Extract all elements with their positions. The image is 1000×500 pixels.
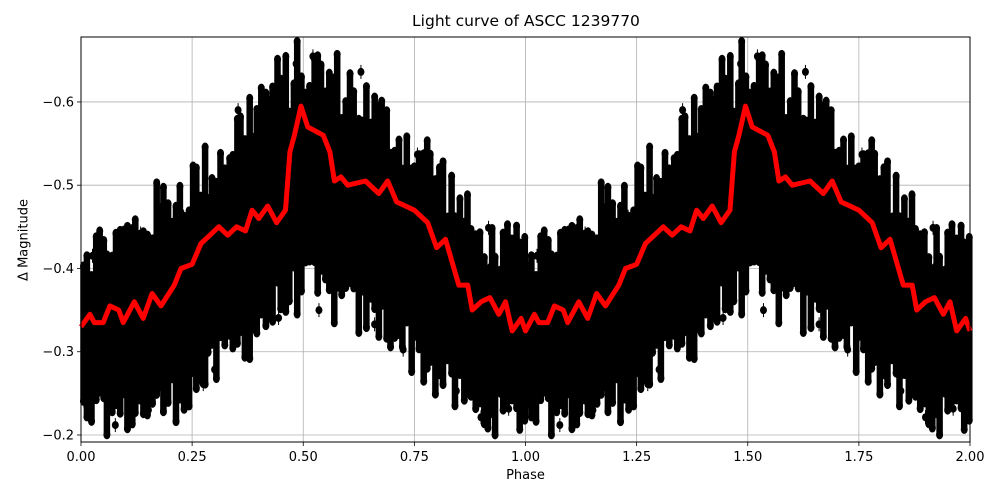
x-axis-label: Phase [506, 468, 545, 483]
y-axis-label: Δ Magnitude [16, 199, 32, 281]
x-tick-label: 1.75 [844, 450, 873, 465]
y-tick-label: −0.3 [42, 345, 74, 360]
chart-title: Light curve of ASCC 1239770 [412, 12, 640, 30]
binned-mean-line [78, 103, 973, 334]
y-axis-ticks: −0.6 −0.5 −0.4 −0.3 −0.2 [42, 95, 81, 444]
observation-points [79, 37, 973, 440]
x-tick-label: 0.00 [67, 450, 96, 465]
y-tick-label: −0.2 [42, 429, 74, 444]
y-tick-label: −0.5 [42, 179, 74, 194]
x-tick-label: 0.50 [289, 450, 318, 465]
y-tick-label: −0.4 [42, 262, 74, 277]
x-tick-label: 1.50 [733, 450, 762, 465]
x-tick-label: 1.00 [511, 450, 540, 465]
x-tick-label: 0.25 [178, 450, 207, 465]
x-tick-label: 1.25 [622, 450, 651, 465]
x-axis-ticks: 0.00 0.25 0.50 0.75 1.00 1.25 1.50 1.75 2.00 [67, 442, 985, 465]
x-tick-label: 0.75 [400, 450, 429, 465]
y-tick-label: −0.6 [42, 95, 74, 110]
x-tick-label: 2.00 [956, 450, 985, 465]
